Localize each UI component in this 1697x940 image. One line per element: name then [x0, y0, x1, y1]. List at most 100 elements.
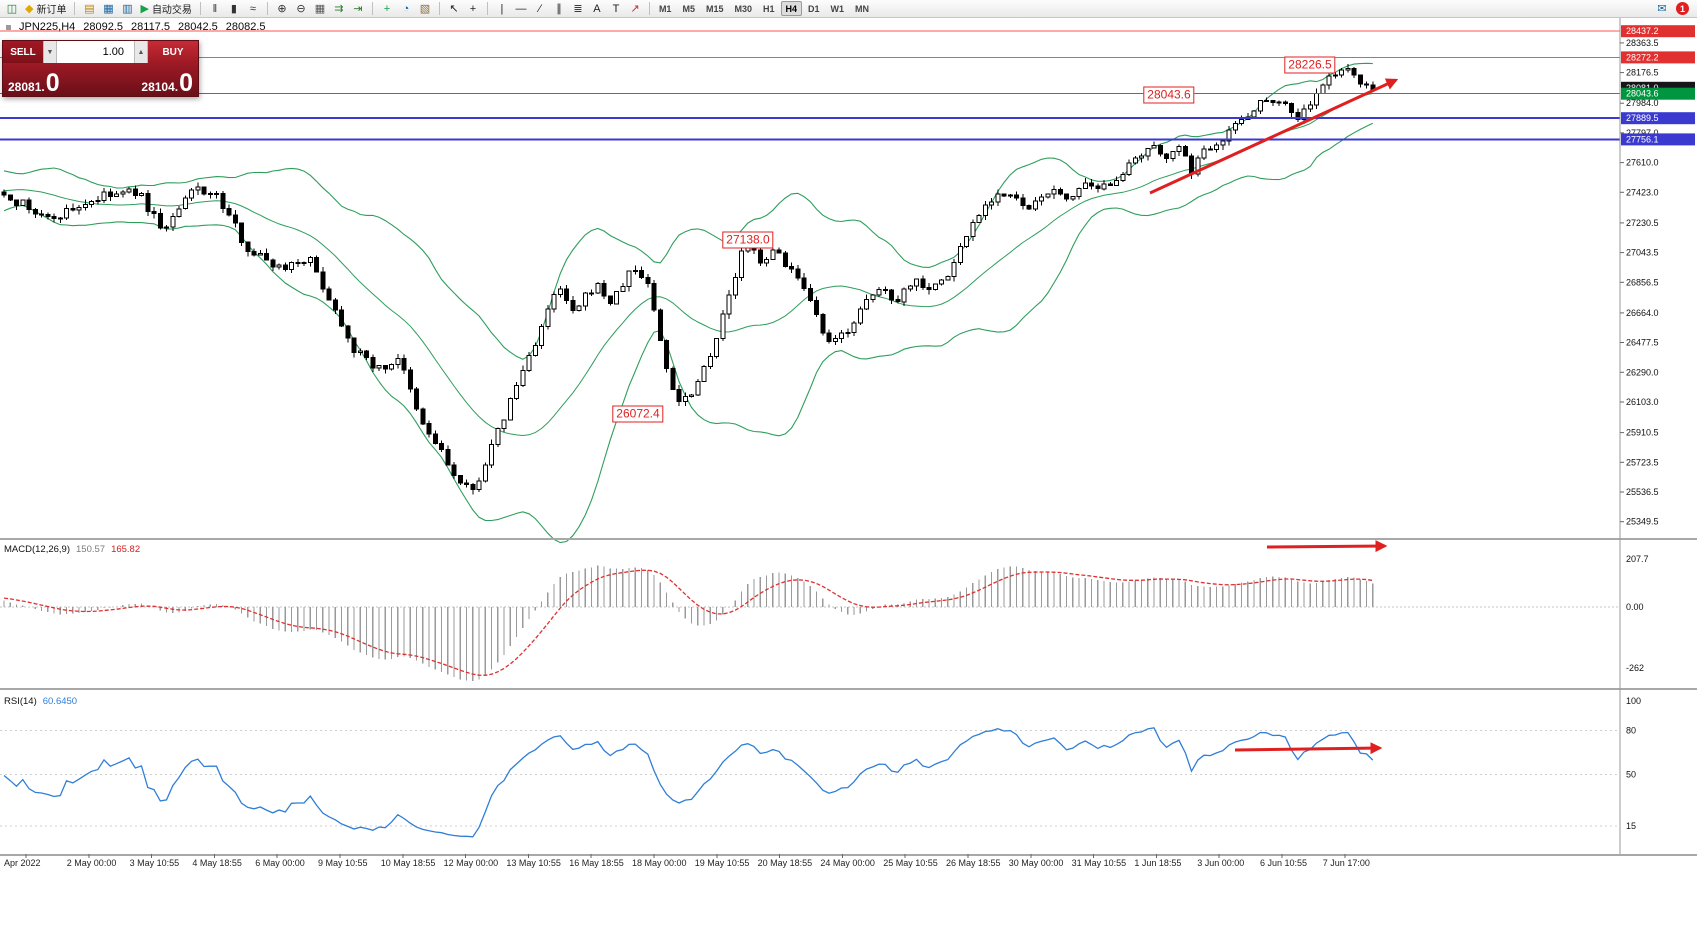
- cursor-button[interactable]: ↖: [445, 1, 463, 17]
- svg-text:27230.5: 27230.5: [1626, 218, 1659, 228]
- tile-windows-icon: ▦: [314, 2, 326, 15]
- price-annotation[interactable]: 27138.0: [722, 231, 774, 249]
- bars-mode-button[interactable]: ‖: [206, 1, 224, 17]
- toolbar-items: ◫ ◆ 新订单 ▤ ▦ ▥ ▶ 自动交易 ‖ ▮ ≈ ⊕ ⊖ ▦ ⇉ ⇥ + ◔ ▧ ↖ + | — ∕ ∥ ≣ A T ↗: [3, 1, 654, 17]
- layouts-button[interactable]: ▤: [80, 1, 98, 17]
- timeframe-w1-button[interactable]: W1: [830, 3, 845, 14]
- mail-button[interactable]: ✉: [1653, 1, 1671, 17]
- toolbar-separator: [266, 2, 268, 15]
- vertical-line-button[interactable]: |: [493, 1, 511, 17]
- fibonacci-icon: ≣: [573, 2, 583, 15]
- macd-name: MACD(12,26,9): [4, 544, 70, 555]
- svg-text:20 May 18:55: 20 May 18:55: [758, 858, 813, 868]
- indicators-button[interactable]: +: [378, 1, 396, 17]
- symbol-period: JPN225,H4: [19, 21, 76, 33]
- zoom-out-button[interactable]: ⊖: [292, 1, 310, 17]
- timeframe-toolbar: M1 M5 M15 M30 H1 H4 D1 W1 MN: [654, 1, 874, 16]
- timeframe-m5-button[interactable]: M5: [682, 3, 695, 14]
- timeframe-mn-button[interactable]: MN: [855, 3, 870, 14]
- svg-text:27797.0: 27797.0: [1626, 128, 1659, 138]
- main-toolbar: ◫ ◆ 新订单 ▤ ▦ ▥ ▶ 自动交易 ‖ ▮ ≈ ⊕ ⊖ ▦ ⇉ ⇥ + ◔ ▧ ↖ + | — ∕ ∥ ≣ A T ↗ M1 M5 M…: [0, 0, 1697, 18]
- arrow-objects-button[interactable]: ↗: [626, 1, 644, 17]
- trendline-icon: ∕: [539, 2, 541, 15]
- price-annotation[interactable]: 28226.5: [1284, 56, 1336, 74]
- symbol-marker-icon: [6, 24, 11, 30]
- volume-input[interactable]: 1.00: [57, 41, 134, 63]
- svg-text:27756.1: 27756.1: [1626, 134, 1659, 144]
- svg-text:28363.5: 28363.5: [1626, 38, 1659, 48]
- horizontal-line-button[interactable]: —: [512, 1, 530, 17]
- candles-mode-button[interactable]: ▮: [225, 1, 243, 17]
- line-mode-icon: ≈: [249, 2, 256, 15]
- price-annotation[interactable]: 28043.6: [1143, 86, 1195, 104]
- buy-button[interactable]: BUY: [148, 41, 198, 63]
- auto-scroll-button[interactable]: ⇉: [330, 1, 348, 17]
- buy-price[interactable]: 28104. 0: [141, 71, 193, 96]
- svg-text:80: 80: [1626, 725, 1636, 735]
- svg-text:6 Jun 10:55: 6 Jun 10:55: [1260, 858, 1307, 868]
- arrow-objects-icon: ↗: [630, 2, 640, 15]
- svg-text:28272.2: 28272.2: [1626, 52, 1659, 62]
- chart-canvas[interactable]: 28363.5 28176.5 27984.0 27797.0 27610.0 27423…: [0, 18, 1697, 940]
- label-icon: T: [612, 2, 620, 15]
- market-watch-icon: ▦: [103, 2, 114, 15]
- notification-badge[interactable]: 1: [1676, 2, 1689, 15]
- sell-button[interactable]: SELL: [3, 41, 43, 63]
- sell-price[interactable]: 28081. 0: [8, 71, 60, 96]
- market-watch-button[interactable]: ▦: [99, 1, 117, 17]
- trend-arrow[interactable]: [1266, 540, 1388, 553]
- bars-mode-icon: ‖: [212, 2, 218, 15]
- svg-text:25723.5: 25723.5: [1626, 457, 1659, 467]
- trend-arrow[interactable]: [1149, 78, 1399, 195]
- chart-window[interactable]: 28363.5 28176.5 27984.0 27797.0 27610.0 27423…: [0, 18, 1697, 940]
- timeframe-m30-button[interactable]: M30: [734, 3, 752, 14]
- algo-trading-button[interactable]: ▶ 自动交易: [137, 1, 194, 17]
- chart-shift-button[interactable]: ⇥: [349, 1, 367, 17]
- svg-text:10 May 18:55: 10 May 18:55: [381, 858, 436, 868]
- algo-trading-icon: ▶: [140, 2, 149, 15]
- tile-windows-button[interactable]: ▦: [311, 1, 329, 17]
- zoom-out-icon: ⊖: [296, 2, 306, 15]
- timeframe-m15-button[interactable]: M15: [705, 3, 724, 14]
- svg-text:28176.5: 28176.5: [1626, 68, 1659, 78]
- data-window-button[interactable]: ▥: [118, 1, 136, 17]
- label-button[interactable]: T: [607, 1, 625, 17]
- svg-text:26856.5: 26856.5: [1626, 277, 1659, 287]
- timeframe-d1-button[interactable]: D1: [808, 3, 820, 14]
- new-chart-button[interactable]: ◫: [3, 1, 21, 17]
- volume-increase-button[interactable]: ▲: [134, 41, 148, 63]
- trendline-button[interactable]: ∕: [531, 1, 549, 17]
- fibonacci-button[interactable]: ≣: [569, 1, 587, 17]
- svg-text:27610.0: 27610.0: [1626, 158, 1659, 168]
- zoom-in-button[interactable]: ⊕: [273, 1, 291, 17]
- text-icon: A: [593, 2, 601, 15]
- svg-text:0.00: 0.00: [1626, 602, 1644, 612]
- new-order-label: 新订单: [36, 5, 67, 16]
- svg-text:26290.0: 26290.0: [1626, 367, 1659, 377]
- periods-icon: ◔: [402, 2, 410, 15]
- timeframe-m1-button[interactable]: M1: [658, 3, 672, 14]
- svg-text:26664.0: 26664.0: [1626, 308, 1659, 318]
- svg-text:2 May 00:00: 2 May 00:00: [67, 858, 117, 868]
- volume-decrease-button[interactable]: ▼: [43, 41, 57, 63]
- toolbar-separator: [74, 2, 76, 15]
- templates-button[interactable]: ▧: [416, 1, 434, 17]
- candles-mode-icon: ▮: [230, 2, 237, 15]
- trend-arrow[interactable]: [1234, 742, 1383, 755]
- order-prices-row: 28081. 0 28104. 0: [3, 63, 198, 96]
- cursor-icon: ↖: [449, 2, 459, 15]
- svg-text:50: 50: [1626, 770, 1636, 780]
- periods-button[interactable]: ◔: [397, 1, 415, 17]
- toolbar-separator: [199, 2, 201, 15]
- vertical-line-icon: |: [500, 2, 504, 15]
- timeframe-h1-button[interactable]: H1: [763, 3, 775, 14]
- crosshair-button[interactable]: +: [464, 1, 482, 17]
- timeframe-h4-button[interactable]: H4: [780, 1, 803, 16]
- line-mode-button[interactable]: ≈: [244, 1, 262, 17]
- equidistant-channel-button[interactable]: ∥: [550, 1, 568, 17]
- new-order-button[interactable]: ◆ 新订单: [22, 1, 69, 17]
- text-button[interactable]: A: [588, 1, 606, 17]
- buy-price-small: 28104.: [141, 80, 179, 94]
- price-annotation[interactable]: 26072.4: [612, 405, 664, 423]
- svg-text:27984.0: 27984.0: [1626, 98, 1659, 108]
